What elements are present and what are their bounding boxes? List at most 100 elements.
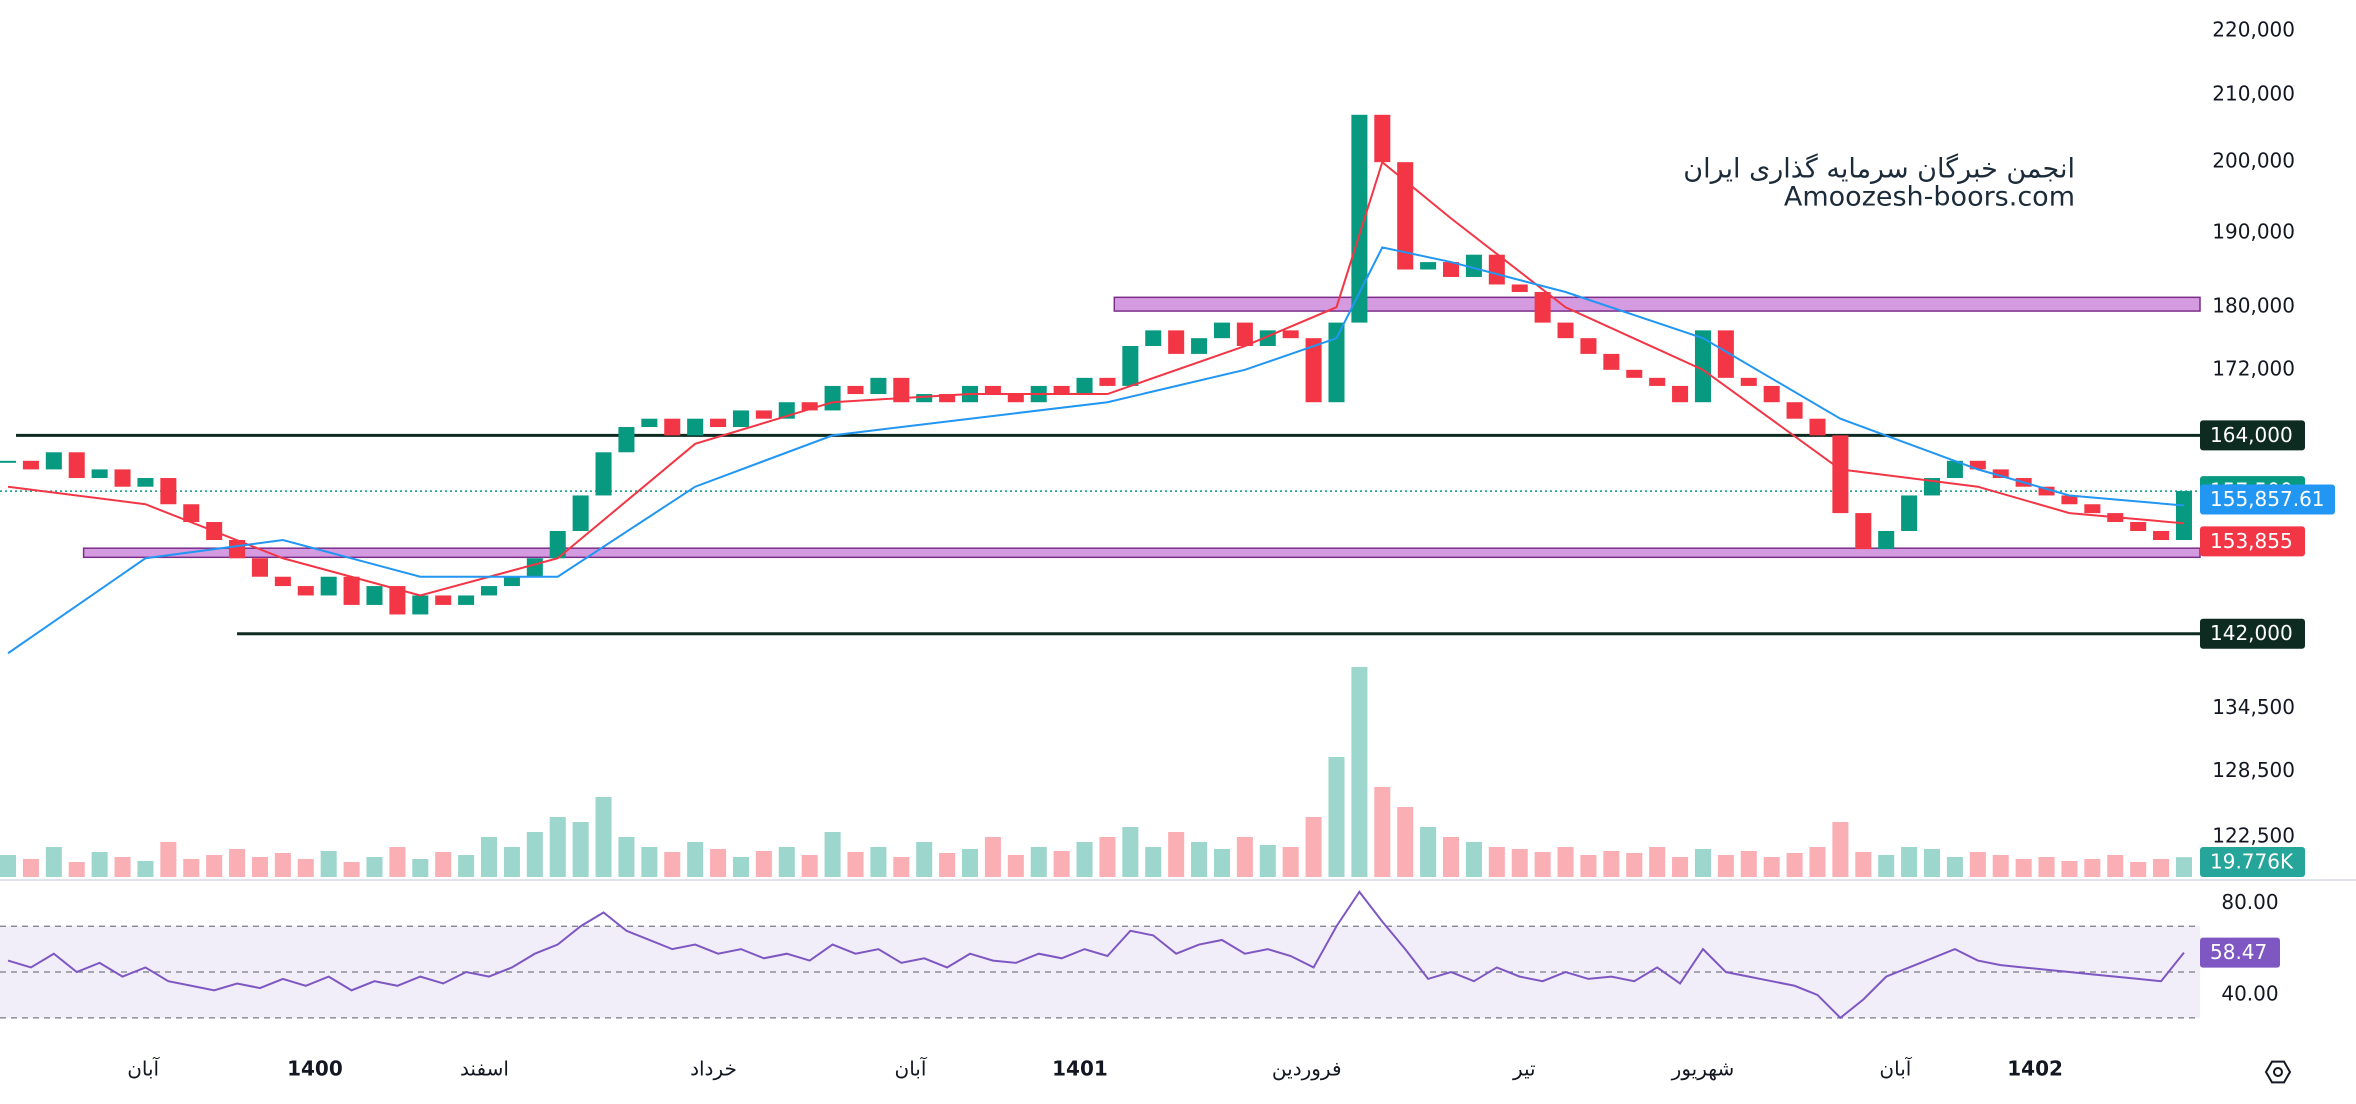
volume-bar bbox=[2153, 859, 2170, 877]
icon-shape bbox=[2264, 1060, 2292, 1084]
candle bbox=[1488, 254, 1505, 285]
zone bbox=[1113, 296, 2201, 312]
volume-bar bbox=[1763, 857, 1780, 877]
volume-bar bbox=[1351, 667, 1368, 877]
candle bbox=[732, 410, 749, 428]
volume-bar bbox=[366, 857, 383, 877]
candle bbox=[1122, 346, 1139, 386]
volume-bar bbox=[1580, 855, 1597, 877]
volume-bar bbox=[801, 855, 818, 877]
candle bbox=[366, 586, 383, 605]
candle bbox=[1282, 330, 1299, 339]
x-tick-label: آبان bbox=[895, 1056, 928, 1081]
candle bbox=[160, 478, 177, 505]
volume-bar bbox=[2130, 862, 2147, 877]
volume-bar bbox=[320, 851, 337, 877]
volume-bar bbox=[984, 837, 1001, 877]
rsi-tick-label: 80.00 bbox=[2221, 890, 2278, 914]
ma-tag: 153,855 bbox=[2210, 529, 2293, 553]
candle bbox=[1305, 338, 1322, 403]
candle bbox=[1534, 292, 1551, 323]
volume-bar bbox=[755, 851, 772, 877]
x-tick-label: خرداد bbox=[690, 1057, 737, 1081]
candle bbox=[1168, 330, 1185, 354]
candle bbox=[984, 385, 1001, 395]
volume-bar bbox=[1305, 817, 1322, 877]
y-tick-label: 210,000 bbox=[2212, 81, 2295, 105]
candle bbox=[2038, 486, 2055, 496]
watermark: Amoozesh-boors.com bbox=[1784, 182, 2075, 213]
candle bbox=[68, 452, 85, 479]
level-tag-box bbox=[2200, 420, 2305, 451]
candle bbox=[1855, 513, 1872, 550]
candle bbox=[1603, 353, 1620, 370]
watermark: انجمن خبرگان سرمایه گذاری ایران bbox=[1683, 153, 2075, 185]
volume-bar bbox=[710, 849, 727, 877]
y-tick-label: 128,500 bbox=[2212, 758, 2295, 782]
candle bbox=[480, 586, 498, 596]
volume-bar bbox=[549, 817, 566, 877]
volume-bar bbox=[870, 847, 887, 877]
volume-bar bbox=[1740, 851, 1757, 877]
volume-tag: 19.776K bbox=[2210, 850, 2294, 874]
volume-bar bbox=[916, 842, 933, 877]
volume-bar bbox=[1053, 851, 1070, 877]
volume-bar bbox=[1030, 847, 1047, 877]
candle bbox=[1694, 330, 1711, 403]
candle bbox=[1236, 322, 1253, 347]
candle bbox=[1580, 338, 1597, 354]
volume-bar bbox=[2061, 861, 2078, 877]
layer-back bbox=[0, 296, 2201, 877]
candle bbox=[1213, 322, 1230, 339]
candle bbox=[2084, 504, 2101, 514]
volume-bar bbox=[2015, 859, 2032, 877]
volume-tag-box bbox=[2200, 847, 2305, 877]
ma-tag: 155,857.61 bbox=[2210, 487, 2325, 511]
volume-bar bbox=[1076, 842, 1093, 877]
candle bbox=[2175, 491, 2192, 541]
candle bbox=[1145, 330, 1162, 347]
candle bbox=[274, 576, 291, 587]
volume-bar bbox=[1420, 827, 1437, 877]
x-tick-label: 1402 bbox=[2007, 1057, 2063, 1081]
candle bbox=[22, 460, 39, 470]
volume-bar bbox=[1282, 847, 1299, 877]
candle bbox=[1946, 460, 1963, 479]
volume-bar bbox=[1557, 847, 1574, 877]
volume-bar bbox=[1603, 851, 1620, 877]
volume-bar bbox=[251, 857, 268, 877]
settings-icon[interactable] bbox=[2264, 1060, 2292, 1084]
volume-bar bbox=[778, 847, 795, 877]
candle bbox=[2130, 522, 2147, 531]
candle bbox=[1786, 402, 1803, 419]
candle bbox=[0, 460, 17, 463]
volume-bar bbox=[1442, 837, 1460, 877]
volume-bar bbox=[1878, 855, 1895, 877]
volume-bar bbox=[1236, 837, 1253, 877]
volume-bar bbox=[2107, 855, 2124, 877]
y-tick-label: 180,000 bbox=[2212, 294, 2295, 318]
volume-bar bbox=[1488, 847, 1505, 877]
volume-bar bbox=[939, 853, 956, 877]
candle bbox=[755, 410, 772, 419]
candle bbox=[251, 558, 268, 577]
volume-bar bbox=[1191, 842, 1208, 877]
volume-bar bbox=[480, 837, 498, 877]
volume-bar bbox=[1923, 849, 1941, 877]
volume-bar bbox=[1969, 852, 1986, 877]
candle bbox=[343, 576, 360, 605]
volume-bar bbox=[274, 853, 291, 877]
candle bbox=[458, 595, 475, 605]
x-tick-label: 1401 bbox=[1052, 1057, 1108, 1081]
level-tag: 164,000 bbox=[2210, 423, 2293, 447]
y-tick-label: 190,000 bbox=[2212, 219, 2295, 243]
volume-bar bbox=[114, 857, 131, 877]
volume-bar bbox=[1649, 847, 1666, 877]
volume-bar bbox=[45, 847, 62, 877]
volume-bar bbox=[1122, 827, 1139, 877]
volume-bar bbox=[22, 859, 39, 877]
volume-bar bbox=[1717, 855, 1734, 877]
volume-bar bbox=[572, 822, 589, 877]
rsi-tag: 58.47 bbox=[2210, 940, 2267, 964]
